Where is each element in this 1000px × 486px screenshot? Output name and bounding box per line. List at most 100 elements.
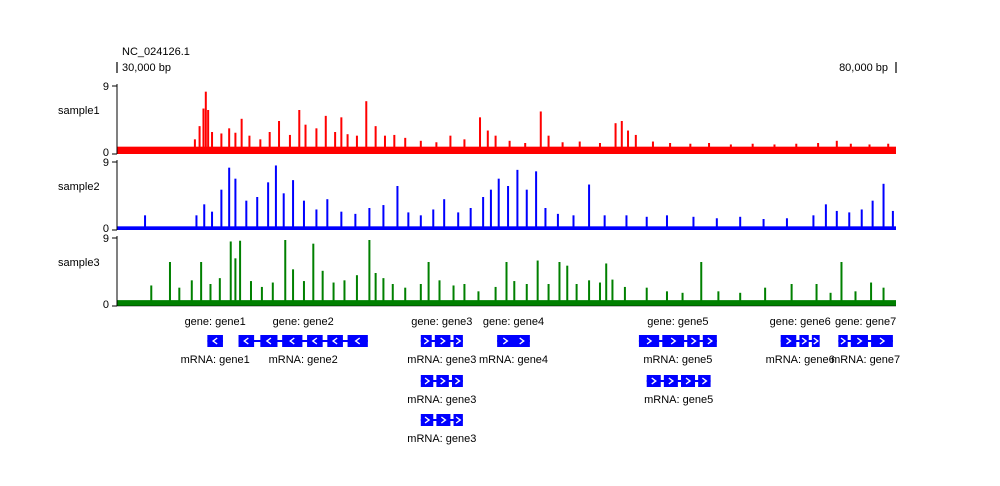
exon-block [780, 335, 797, 347]
chevron-right-icon [701, 377, 708, 385]
coverage-peak [302, 281, 305, 306]
coverage-peak [150, 285, 153, 306]
exon-block [646, 375, 661, 387]
coverage-peak [525, 284, 528, 306]
exon-block [327, 335, 343, 347]
coverage-peak [396, 186, 399, 230]
coverage-peak [404, 287, 407, 306]
coverage-peak [292, 180, 295, 230]
feature-mrna-gene2[interactable]: gene: gene2 mRNA: gene2 [238, 316, 368, 366]
coverage-peak [790, 284, 793, 306]
chevron-right-icon [455, 377, 461, 385]
coverage-peak [282, 193, 285, 230]
coverage-peak [202, 108, 205, 154]
coverage-peak [249, 281, 252, 306]
coverage-peak [228, 128, 231, 154]
y-tick-label-max: 9 [103, 81, 109, 93]
coverage-peak [611, 279, 614, 306]
coverage-peak [315, 209, 318, 230]
feature-mrna-gene5[interactable]: gene: gene5 mRNA: gene5 [638, 316, 717, 366]
coverage-peak [432, 209, 435, 230]
feature-mrna-gene7[interactable]: gene: gene7 mRNA: gene7 [831, 316, 900, 366]
mrna-label: mRNA: gene7 [831, 354, 900, 366]
chevron-left-icon [265, 337, 272, 345]
gene-name-label: gene: gene6 [770, 316, 831, 328]
coverage-peak [218, 278, 221, 306]
coverage-peak [256, 197, 259, 230]
coverage-peak [508, 140, 511, 154]
exon-block [420, 335, 432, 347]
coverage-peak [739, 292, 742, 306]
mrna-label: mRNA: gene4 [479, 354, 548, 366]
coverage-peak [368, 240, 371, 306]
feature-mrna-gene3[interactable]: gene: gene3 mRNA: gene3 [407, 316, 476, 366]
coverage-peak [234, 258, 237, 306]
coverage-peak [419, 215, 422, 230]
chevron-right-icon [519, 337, 525, 345]
exon-block [420, 414, 434, 426]
y-tick-label-max: 9 [103, 233, 109, 245]
coverage-peak [535, 171, 538, 230]
feature-mrna-gene5[interactable]: mRNA: gene5 [644, 375, 713, 406]
coverage-peak [544, 208, 547, 230]
coverage-peak [443, 199, 446, 230]
coverage-peak [497, 178, 500, 230]
coverage-peak [382, 278, 385, 306]
feature-mrna-gene6[interactable]: gene: gene6 mRNA: gene6 [766, 316, 835, 366]
y-tick-label-min: 0 [103, 223, 109, 235]
coverage-peak [288, 134, 291, 154]
exon-block [260, 335, 278, 347]
coverage-peak [870, 282, 873, 306]
coverage-peak [190, 280, 193, 306]
coverage-peak [525, 189, 528, 230]
exon-block [850, 335, 868, 347]
coverage-peak [645, 216, 648, 230]
coverage-peak [302, 200, 305, 230]
coverage-peak [340, 211, 343, 230]
coverage-peak [598, 282, 601, 306]
coverage-peak [524, 143, 527, 154]
coverage-peak [438, 280, 441, 306]
feature-mrna-gene1[interactable]: gene: gene1 mRNA: gene1 [181, 316, 250, 366]
coverage-peak [762, 219, 765, 230]
chevron-left-icon [289, 337, 295, 345]
gene-name-label: gene: gene5 [647, 316, 708, 328]
feature-mrna-gene4[interactable]: gene: gene4 mRNA: gene4 [479, 316, 548, 366]
coverage-peak [209, 284, 212, 306]
coverage-peak [708, 143, 711, 154]
mrna-label: mRNA: gene6 [766, 354, 835, 366]
feature-mrna-gene3[interactable]: mRNA: gene3 [407, 414, 476, 445]
coverage-peak [248, 135, 251, 154]
y-tick-label-min: 0 [103, 147, 109, 159]
coverage-peak [849, 143, 852, 154]
coverage-peak [494, 135, 497, 154]
track-name-sample2: sample2 [58, 181, 100, 193]
coverage-peak [343, 280, 346, 306]
coverage-peak [211, 211, 214, 230]
coverage-peak [144, 215, 147, 230]
chevron-right-icon [879, 337, 886, 345]
coverage-peak [572, 215, 575, 230]
exon-block [687, 335, 700, 347]
chevron-right-icon [813, 337, 819, 345]
mrna-label: mRNA: gene2 [269, 354, 338, 366]
coverage-peak [393, 134, 396, 154]
exon-block [282, 335, 303, 347]
feature-mrna-gene3[interactable]: mRNA: gene3 [407, 375, 476, 406]
chevron-right-icon [685, 377, 692, 385]
coverage-peak [195, 215, 198, 230]
coverage-peak [278, 121, 281, 154]
exon-block [238, 335, 255, 347]
coverage-peak [374, 126, 377, 154]
coverage-peak [751, 143, 754, 154]
coverage-peak [239, 240, 242, 306]
coverage-peak [669, 143, 672, 154]
coverage-peak [355, 135, 358, 154]
coverage-peak [404, 137, 407, 154]
coverage-peak [324, 115, 327, 154]
coverage-peak [228, 167, 231, 230]
range-end-label: 80,000 bp [839, 62, 888, 74]
coverage-peak [536, 260, 539, 306]
coverage-peak [817, 143, 820, 154]
